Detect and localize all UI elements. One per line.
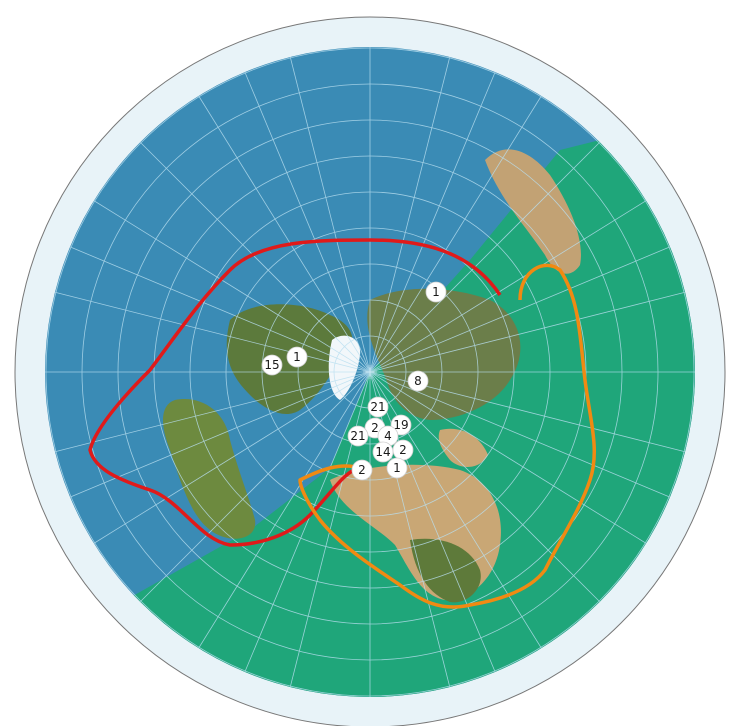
count-badge-label: 21 [370,400,385,414]
land-south-america [163,399,256,539]
count-badge-marker[interactable]: 21 [367,396,389,418]
count-badge-label: 19 [393,418,408,432]
count-badge-label: 2 [371,421,379,435]
route-orange[interactable] [298,263,596,609]
count-badge-marker[interactable]: 14 [372,441,394,463]
land-east-landmass [485,149,581,274]
count-badge-icon [425,281,447,303]
count-badge-marker[interactable]: 15 [261,354,283,376]
count-badge-icon [347,425,369,447]
graticule [45,47,695,697]
count-badge-icon [407,370,429,392]
count-badge-label: 15 [264,358,279,372]
count-badge-icon [367,396,389,418]
count-badge-label: 21 [350,429,365,443]
count-badge-label: 4 [384,429,392,443]
count-badge-icon [351,459,373,481]
route-red[interactable] [88,238,502,547]
count-badge-label: 2 [399,443,407,457]
count-badge-icon [261,354,283,376]
count-badge-marker[interactable]: 1 [286,346,308,368]
count-badge-icon [286,346,308,368]
land-middle-east [438,428,488,467]
count-badge-label: 1 [393,461,401,475]
count-badge-marker[interactable]: 1 [386,457,408,479]
count-badge-marker[interactable]: 21 [347,425,369,447]
north-pole-mark [363,365,377,379]
land-africa-south [410,538,481,603]
count-badge-label: 1 [432,285,440,299]
count-badge-marker[interactable]: 2 [351,459,373,481]
count-badge-marker[interactable]: 8 [407,370,429,392]
count-badge-label: 1 [293,350,301,364]
count-badge-marker[interactable]: 2 [392,439,414,461]
count-badge-icon [386,457,408,479]
count-badge-marker[interactable]: 1 [425,281,447,303]
count-badge-label: 2 [358,463,366,477]
count-badge-label: 14 [375,445,390,459]
count-badge-label: 8 [414,374,422,388]
